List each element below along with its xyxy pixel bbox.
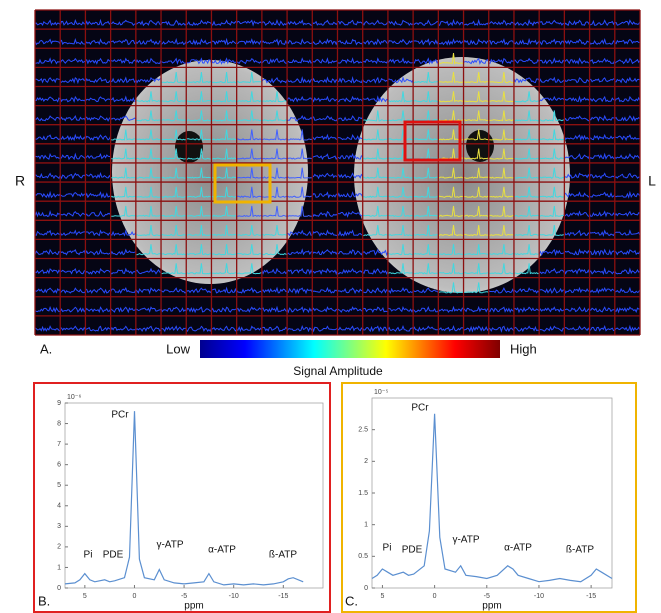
- peak-label: α-ATP: [208, 545, 236, 556]
- x-axis-title: ppm: [184, 601, 203, 612]
- y-tick-label: 8: [57, 420, 61, 427]
- panel-label: A.: [40, 341, 52, 356]
- colorbar: [200, 340, 500, 358]
- panel-label: C.: [345, 593, 358, 608]
- y-tick-label: 4: [57, 503, 61, 510]
- y-tick-label: 1: [57, 564, 61, 571]
- y-tick-label: 3: [57, 523, 61, 530]
- side-label: L: [648, 173, 656, 189]
- y-tick-label: 9: [57, 400, 61, 407]
- x-tick-label: -10: [229, 593, 239, 600]
- x-tick-label: -5: [181, 593, 187, 600]
- thigh-right: [112, 60, 308, 284]
- peak-label: PCr: [411, 403, 429, 414]
- thigh-left: [354, 57, 570, 293]
- x-tick-label: 5: [380, 593, 384, 600]
- peak-label: γ-ATP: [452, 535, 479, 546]
- y-tick-label: 2.5: [358, 427, 368, 434]
- plot-area: [372, 398, 612, 588]
- x-tick-label: -5: [484, 593, 490, 600]
- panel-label: B.: [38, 593, 50, 608]
- colorbar-low: Low: [166, 341, 190, 356]
- y-tick-label: 1: [364, 522, 368, 529]
- y-tick-label: 2: [364, 458, 368, 465]
- side-label: R: [15, 173, 25, 189]
- x-tick-label: 0: [433, 593, 437, 600]
- y-tick-label: 0: [364, 585, 368, 592]
- y-tick-label: 0: [57, 585, 61, 592]
- x-tick-label: 5: [83, 593, 87, 600]
- x-tick-label: -15: [278, 593, 288, 600]
- peak-label: Pi: [383, 543, 392, 554]
- y-tick-label: 1.5: [358, 490, 368, 497]
- peak-label: Pi: [84, 550, 93, 561]
- colorbar-title: Signal Amplitude: [293, 364, 383, 378]
- axis-exponent: 10⁻⁶: [67, 394, 81, 401]
- axis-exponent: 10⁻⁵: [374, 389, 388, 396]
- peak-label: PDE: [103, 550, 124, 561]
- mri-image: [35, 10, 640, 335]
- colorbar-high: High: [510, 341, 537, 356]
- y-tick-label: 0.5: [358, 553, 368, 560]
- y-tick-label: 5: [57, 482, 61, 489]
- x-axis-title: ppm: [482, 601, 501, 612]
- x-tick-label: -15: [586, 593, 596, 600]
- y-tick-label: 6: [57, 462, 61, 469]
- peak-label: ß-ATP: [269, 550, 297, 561]
- x-tick-label: 0: [133, 593, 137, 600]
- peak-label: ß-ATP: [566, 545, 594, 556]
- figure: R L A. Low High Signal Amplitude 0 1 2 3 4 5 6…: [0, 0, 661, 613]
- y-tick-label: 7: [57, 441, 61, 448]
- peak-label: PDE: [402, 545, 423, 556]
- peak-label: PCr: [111, 410, 129, 421]
- peak-label: γ-ATP: [156, 540, 183, 551]
- x-tick-label: -10: [534, 593, 544, 600]
- y-tick-label: 2: [57, 544, 61, 551]
- peak-label: α-ATP: [504, 543, 532, 554]
